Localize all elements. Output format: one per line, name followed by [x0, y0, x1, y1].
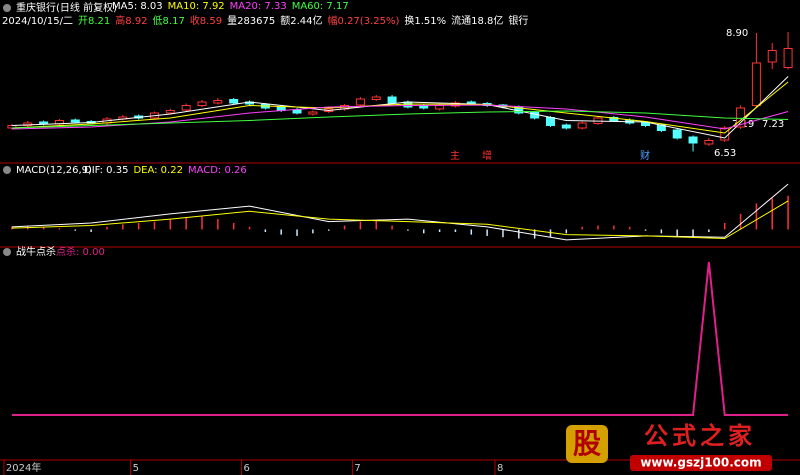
annotation: 6.53 [714, 148, 736, 159]
info-item: MA10: 7.92 [167, 1, 225, 12]
ma-line [11, 81, 789, 134]
candle-body [783, 48, 793, 68]
candle-body [308, 111, 318, 115]
info-item: DIF: 0.35 [84, 165, 129, 176]
info-item: 开8.21 [78, 16, 111, 27]
candle-body [181, 105, 191, 111]
info-item: 量283675 [227, 16, 276, 27]
macd-line [11, 200, 789, 240]
indicator-line [11, 261, 789, 416]
candle-body [387, 96, 397, 104]
watermark-url-bg [630, 455, 772, 471]
chart-title: 重庆银行(日线 前复权) [16, 1, 117, 14]
candle-body [197, 101, 207, 106]
candle-body [545, 117, 555, 126]
annotation: 增 [482, 149, 492, 162]
info-item: 银行 [508, 16, 529, 27]
info-item: MACD: 0.26 [187, 165, 247, 176]
indicator-value: 点杀: 0.00 [56, 245, 105, 258]
candle-body [688, 136, 698, 144]
info-item: MA5: 8.03 [112, 1, 163, 12]
candle-body [577, 122, 587, 129]
watermark-icon: 股 [573, 427, 601, 460]
candle-body [371, 96, 381, 100]
candle-body [672, 129, 682, 139]
candle-body [355, 98, 365, 106]
ma-line [11, 110, 789, 129]
candle-body [561, 124, 571, 129]
candle-body [419, 105, 429, 109]
candle-body [70, 119, 80, 123]
info-item: 收8.59 [189, 16, 223, 27]
candle-body [704, 140, 714, 145]
quote-info: 2024/10/15/二 开8.21 高8.92 低8.17 收8.59 量283675 额… [2, 12, 533, 27]
macd-legend: DIF: 0.35 DEA: 0.22 MACD: 0.26 [84, 165, 252, 176]
macd-line [11, 183, 789, 241]
watermark-icon-bg [566, 425, 608, 463]
x-tick-label: 8 [497, 463, 503, 474]
watermark: 股 公式之家 www.gszj100.com [566, 422, 772, 471]
annotation: 主 [450, 150, 460, 162]
candle-body [767, 50, 777, 63]
x-tick-label: 5 [133, 463, 139, 474]
candle-body [292, 109, 302, 114]
candle-body [751, 62, 761, 106]
annotation: 财 [640, 149, 650, 162]
info-item: 流通18.8亿 [451, 16, 504, 27]
x-tick-label: 2024年 [6, 461, 41, 474]
info-item: 幅0.27(3.25%) [327, 16, 400, 27]
info-item: 额2.44亿 [280, 16, 323, 27]
info-item: 2024/10/15/二 [2, 16, 74, 27]
watermark-name: 公式之家 [644, 422, 756, 450]
watermark-url: www.gszj100.com [640, 456, 761, 470]
toggle-icon[interactable] [3, 248, 11, 256]
x-tick-label: 7 [354, 463, 360, 474]
info-item: 换1.51% [404, 16, 447, 27]
panel-title: MACD(12,26,9) [16, 165, 92, 176]
info-item: MA60: 7.17 [291, 1, 349, 12]
candle-body [229, 99, 239, 104]
info-item: 低8.17 [152, 16, 185, 27]
toggle-icon[interactable] [3, 4, 11, 12]
candle-body [435, 105, 445, 110]
annotation: 8.90 [726, 28, 748, 39]
candle-body [213, 100, 223, 104]
candle-body [165, 110, 175, 114]
info-item: MA20: 7.33 [229, 1, 287, 12]
info-item: 高8.92 [115, 16, 148, 27]
ma-line [11, 76, 789, 139]
annotation: 7.23 [762, 119, 784, 130]
ma-legend: MA5: 8.03 MA10: 7.92 MA20: 7.33 MA60: 7.17 [112, 1, 354, 12]
panel-title: 战牛点杀 [16, 245, 56, 258]
x-tick-label: 6 [244, 463, 250, 474]
toggle-icon[interactable] [3, 166, 11, 174]
info-item: DEA: 0.22 [133, 165, 183, 176]
